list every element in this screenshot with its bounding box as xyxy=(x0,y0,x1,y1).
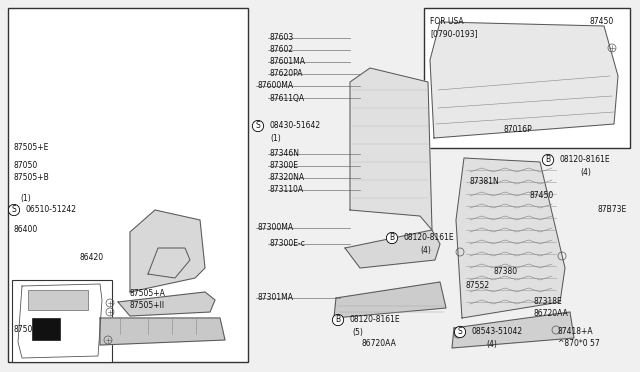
Polygon shape xyxy=(430,22,618,138)
Text: 87611QA: 87611QA xyxy=(270,93,305,103)
Text: B: B xyxy=(335,315,340,324)
Polygon shape xyxy=(18,284,102,358)
Text: 87346N: 87346N xyxy=(270,150,300,158)
Text: FOR USA: FOR USA xyxy=(430,17,463,26)
Text: 08543-51042: 08543-51042 xyxy=(472,327,523,337)
Polygon shape xyxy=(148,248,190,278)
Bar xyxy=(424,8,630,148)
Text: 873110A: 873110A xyxy=(270,186,304,195)
Polygon shape xyxy=(345,230,440,268)
Text: 87050: 87050 xyxy=(14,160,38,170)
Text: 87600MA: 87600MA xyxy=(258,81,294,90)
Text: ^870*0 57: ^870*0 57 xyxy=(558,340,600,349)
Text: 08120-8161E: 08120-8161E xyxy=(350,315,401,324)
Text: (4): (4) xyxy=(580,167,591,176)
Text: S: S xyxy=(458,327,462,337)
Polygon shape xyxy=(334,282,446,318)
Text: 87602: 87602 xyxy=(270,45,294,55)
Text: 87300E-c: 87300E-c xyxy=(270,240,306,248)
Text: [0790-0193]: [0790-0193] xyxy=(430,29,477,38)
Text: 87450: 87450 xyxy=(530,192,554,201)
Text: 86720AA: 86720AA xyxy=(362,340,397,349)
Bar xyxy=(12,280,112,362)
Bar xyxy=(8,8,248,362)
Text: 87418+A: 87418+A xyxy=(558,327,594,337)
Text: 87501A: 87501A xyxy=(14,326,44,334)
Text: 86420: 86420 xyxy=(80,253,104,263)
Text: 06510-51242: 06510-51242 xyxy=(26,205,77,215)
Polygon shape xyxy=(456,158,565,318)
Text: 86720AA: 86720AA xyxy=(534,310,569,318)
Text: 87B73E: 87B73E xyxy=(598,205,627,215)
Text: 87552: 87552 xyxy=(466,282,490,291)
Text: 87300MA: 87300MA xyxy=(258,224,294,232)
Text: B: B xyxy=(545,155,550,164)
Text: 87300E: 87300E xyxy=(270,161,299,170)
Text: 87301MA: 87301MA xyxy=(258,294,294,302)
Text: 86400: 86400 xyxy=(14,225,38,234)
Text: 87505+B: 87505+B xyxy=(14,173,50,183)
Text: 08120-8161E: 08120-8161E xyxy=(404,234,454,243)
Polygon shape xyxy=(452,312,574,348)
Text: 87318E: 87318E xyxy=(534,298,563,307)
Text: 87505+A: 87505+A xyxy=(130,289,166,298)
Bar xyxy=(32,318,60,340)
Text: S: S xyxy=(255,122,260,131)
Text: 87603: 87603 xyxy=(270,33,294,42)
Text: 87380: 87380 xyxy=(494,267,518,276)
Text: 87505+II: 87505+II xyxy=(130,301,165,311)
Text: 87505+E: 87505+E xyxy=(14,144,49,153)
Text: (1): (1) xyxy=(270,134,281,142)
Text: 08430-51642: 08430-51642 xyxy=(270,122,321,131)
Bar xyxy=(28,290,88,310)
Text: 08120-8161E: 08120-8161E xyxy=(560,155,611,164)
Text: 87601MA: 87601MA xyxy=(270,58,306,67)
Text: 87620PA: 87620PA xyxy=(270,70,303,78)
Text: 87320NA: 87320NA xyxy=(270,173,305,183)
Polygon shape xyxy=(130,210,205,292)
Text: B: B xyxy=(389,234,395,243)
Text: 87381N: 87381N xyxy=(470,177,500,186)
Text: 87450: 87450 xyxy=(590,17,614,26)
Polygon shape xyxy=(350,68,432,230)
Text: (1): (1) xyxy=(20,193,31,202)
Text: S: S xyxy=(12,205,17,215)
Polygon shape xyxy=(118,292,215,316)
Text: (4): (4) xyxy=(486,340,497,349)
Text: (5): (5) xyxy=(352,327,363,337)
Text: 87016P: 87016P xyxy=(504,125,532,135)
Text: (4): (4) xyxy=(420,246,431,254)
Polygon shape xyxy=(100,318,225,345)
